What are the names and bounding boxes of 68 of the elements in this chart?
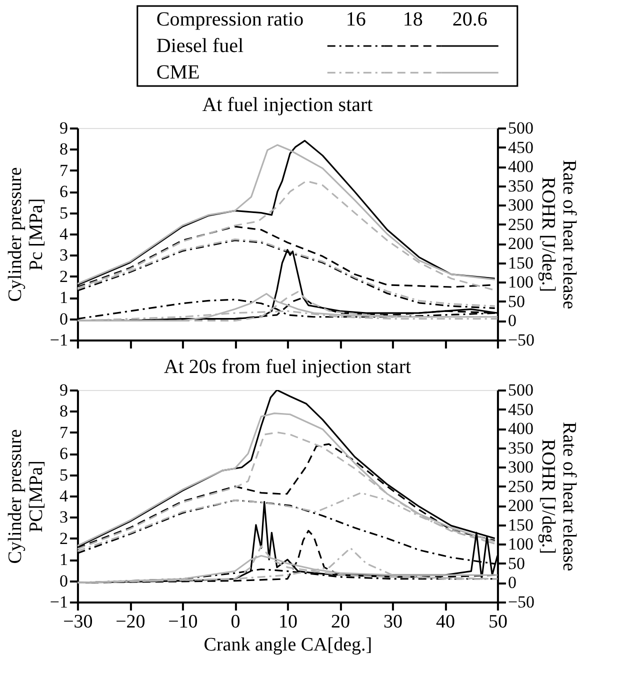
x-tick-label: −10 [168, 612, 198, 632]
y-tick-label: 5 [59, 203, 68, 222]
x-tick-label: −20 [116, 612, 146, 632]
text: 16 [346, 8, 366, 30]
y2-tick-label: 50 [508, 292, 525, 311]
y-tick-label: 7 [59, 160, 68, 180]
y2-tick-label: 450 [508, 400, 534, 419]
chart-title: At 20s from fuel injection start [164, 356, 412, 378]
y-tick-label: 2 [59, 266, 68, 286]
y2-tick-label: 250 [508, 214, 534, 234]
y-tick-label: 6 [59, 182, 68, 202]
x-tick-label: 10 [278, 612, 298, 632]
y2-axis-title: Rate of heat release ROHR [J/deg.] [538, 160, 580, 310]
y2-tick-label: 0 [508, 573, 516, 592]
y-tick-label: 3 [59, 508, 68, 527]
y2-tick-label: 0 [508, 311, 516, 330]
y-tick-label: 4 [59, 224, 68, 244]
y-tick-label: 4 [59, 486, 68, 506]
y2-tick-label: 350 [508, 176, 534, 196]
y-tick-label: −1 [50, 330, 68, 350]
chart-title: At fuel injection start [202, 94, 374, 116]
x-tick-label: 20 [330, 612, 350, 632]
y-tick-label: 5 [59, 465, 68, 484]
y-tick-label: 6 [59, 444, 68, 464]
y2-axis-title: Rate of heat release ROHR [J/deg.] [538, 422, 580, 572]
y-tick-label: 7 [59, 422, 68, 442]
text: 18 [402, 8, 423, 30]
y2-tick-label: 150 [508, 515, 534, 534]
y-tick-label: 0 [59, 309, 68, 328]
y2-tick-label: 400 [508, 157, 534, 176]
y-tick-label: 9 [59, 118, 68, 138]
y-tick-label: 0 [59, 571, 68, 590]
text: Diesel fuel [156, 35, 244, 57]
y-tick-label: 8 [59, 140, 68, 159]
x-axis-title: Crank angle CA[deg.] [204, 634, 372, 656]
x-tick-label: −30 [63, 612, 93, 632]
text: 20.6 [452, 8, 488, 30]
y2-tick-label: 300 [508, 458, 534, 477]
y-axis-title: Cylinder pressure PC[MPa] [4, 429, 47, 564]
y-tick-label: −1 [50, 592, 68, 612]
y2-tick-label: −50 [508, 330, 535, 350]
y-axis-title: Cylinder pressure Pc [MPa] [4, 167, 47, 302]
y2-tick-label: 50 [508, 554, 525, 573]
y2-tick-label: 450 [508, 138, 534, 157]
y-tick-label: 8 [59, 402, 68, 421]
y2-tick-label: 500 [508, 118, 534, 138]
y2-tick-label: 350 [508, 438, 534, 458]
x-tick-label: 50 [488, 612, 508, 632]
legend-title: Compression ratio [156, 8, 304, 30]
y-tick-label: 1 [59, 550, 68, 570]
y2-tick-label: −50 [508, 592, 535, 612]
x-tick-label: 40 [436, 612, 455, 632]
y2-tick-label: 300 [508, 196, 534, 215]
y2-tick-label: 400 [508, 419, 534, 438]
y2-tick-label: 100 [508, 534, 534, 554]
y2-tick-label: 250 [508, 476, 534, 496]
text: CME [156, 62, 200, 84]
y2-tick-label: 200 [508, 496, 534, 516]
x-tick-label: 0 [230, 612, 240, 632]
y-tick-label: 3 [59, 246, 68, 265]
y2-tick-label: 100 [508, 272, 534, 292]
y-tick-label: 9 [59, 380, 68, 400]
y-tick-label: 2 [59, 528, 68, 548]
y2-tick-label: 500 [508, 380, 534, 400]
y-tick-label: 1 [59, 288, 68, 308]
x-tick-label: 30 [383, 612, 402, 632]
y2-tick-label: 200 [508, 234, 534, 254]
y2-tick-label: 150 [508, 253, 534, 272]
